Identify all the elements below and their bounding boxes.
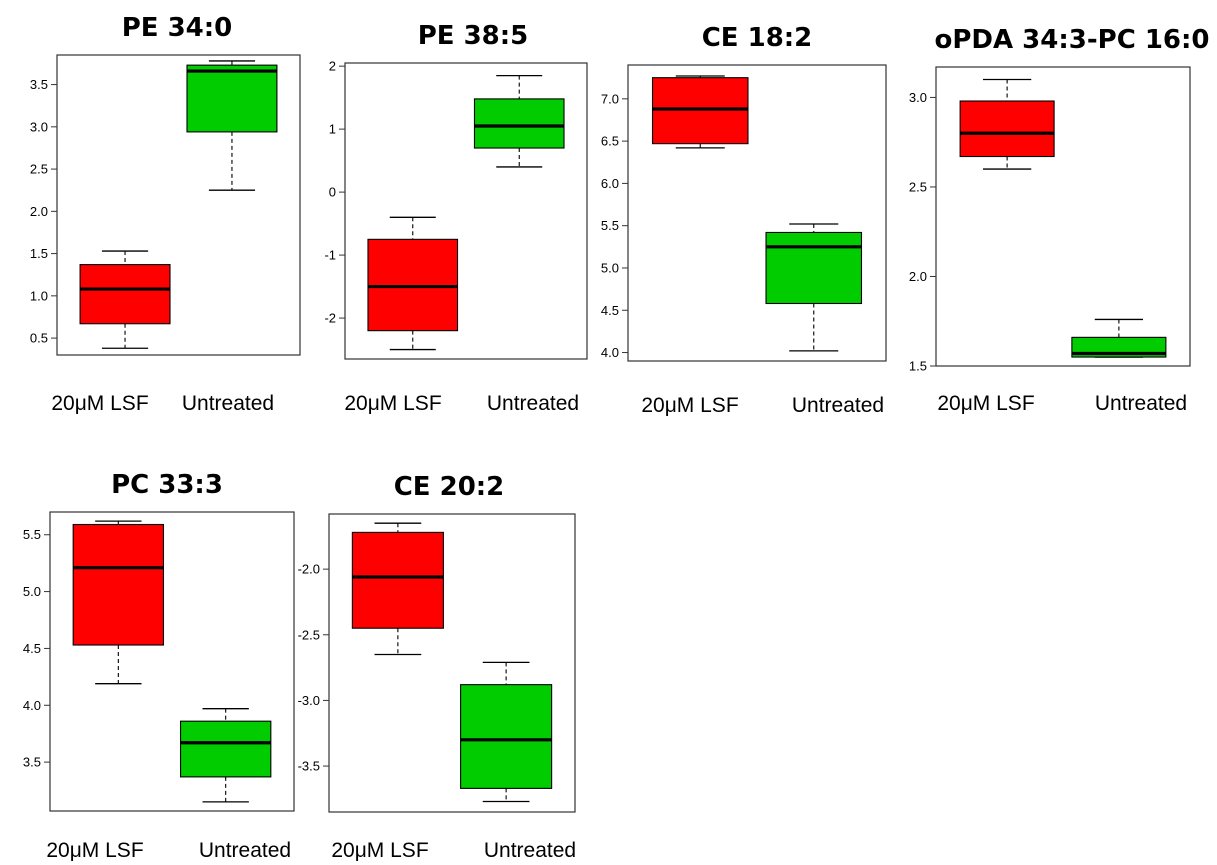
panel-title: PE 38:5 [418, 21, 529, 51]
box-plot-panel: PE 34:0 0.5 1.0 1.5 2.0 2.5 3.0 3.5 20μM LSF Untr… [30, 13, 301, 415]
y-tick-label: 5.0 [601, 260, 619, 275]
category-label: 20μM LSF [937, 392, 1034, 415]
box-plot-group [460, 661, 553, 803]
y-tick-label: 2.5 [30, 162, 48, 177]
iqr-box [351, 531, 444, 629]
y-tick-label: -2 [324, 311, 336, 326]
box-plot-panel: PC 33:3 3.5 4.0 4.5 5.0 5.5 20μM LSF Untreated [23, 470, 295, 862]
box-plot-group [367, 216, 459, 351]
y-tick-label: -2.0 [298, 562, 320, 577]
y-tick-label: 6.0 [601, 176, 619, 191]
y-tick-label: 3.0 [909, 90, 927, 105]
y-tick-label: -2.5 [298, 627, 320, 642]
y-tick-label: 2.0 [30, 204, 48, 219]
y-tick-label: 1 [329, 122, 336, 137]
y-tick-label: 0.5 [30, 331, 48, 346]
box-plot-group [765, 223, 863, 352]
category-label: 20μM LSF [51, 392, 148, 415]
box-plot-group [651, 75, 749, 149]
iqr-box [179, 720, 272, 778]
category-label: Untreated [1095, 392, 1187, 415]
y-tick-label: 1.5 [30, 246, 48, 261]
box-plot-group [79, 250, 171, 349]
iqr-box [473, 98, 565, 149]
box-plot-panel: CE 18:2 4.0 4.5 5.0 5.5 6.0 6.5 7.0 20μM LSF Untr… [601, 23, 887, 417]
box-plot-group [179, 708, 272, 803]
box-plot-group [186, 60, 278, 191]
y-tick-label: 5.0 [23, 584, 41, 599]
y-tick-label: 2.5 [909, 179, 927, 194]
box-plot-group [351, 522, 444, 656]
y-tick-label: 3.0 [30, 119, 48, 134]
category-label: 20μM LSF [344, 392, 441, 415]
y-tick-label: 4.0 [601, 345, 619, 360]
y-tick-label: 1.0 [30, 288, 48, 303]
category-label: Untreated [182, 392, 274, 415]
box-plot-group [959, 78, 1055, 170]
iqr-box [186, 64, 278, 133]
panel-title: CE 18:2 [702, 23, 813, 53]
category-label: 20μM LSF [46, 839, 143, 862]
category-label: Untreated [199, 839, 291, 862]
iqr-box [959, 100, 1055, 158]
y-tick-label: -1 [324, 248, 336, 263]
iqr-box [765, 231, 863, 305]
y-tick-label: -3.0 [298, 693, 320, 708]
y-tick-label: 3.5 [23, 755, 41, 770]
iqr-box [651, 77, 749, 145]
y-tick-label: 4.0 [23, 698, 41, 713]
box-plot-group [1071, 318, 1167, 358]
panel-title: oPDA 34:3-PC 16:0 [935, 25, 1210, 55]
y-tick-label: 4.5 [601, 303, 619, 318]
y-tick-label: 7.0 [601, 91, 619, 106]
category-label: Untreated [792, 394, 884, 417]
box-plot-panel: CE 20:2 -3.5 -3.0 -2.5 -2.0 20μM LSF Untreated [298, 472, 577, 862]
y-tick-label: 6.5 [601, 134, 619, 149]
panel-title: CE 20:2 [394, 472, 505, 502]
y-tick-label: 5.5 [23, 527, 41, 542]
iqr-box [72, 523, 165, 646]
y-tick-label: 4.5 [23, 641, 41, 656]
category-label: 20μM LSF [641, 394, 738, 417]
box-plot-group [473, 74, 565, 168]
y-tick-label: -3.5 [298, 759, 320, 774]
box-plot-panel: oPDA 34:3-PC 16:0 1.5 2.0 2.5 3.0 20μM LSF Unt… [909, 25, 1210, 415]
y-tick-label: 0 [329, 185, 336, 200]
category-label: Untreated [487, 392, 579, 415]
category-label: Untreated [484, 839, 576, 862]
y-tick-label: 1.5 [909, 359, 927, 374]
panel-title: PC 33:3 [111, 470, 223, 500]
y-tick-label: 3.5 [30, 77, 48, 92]
y-tick-label: 5.5 [601, 218, 619, 233]
y-tick-label: 2 [329, 59, 336, 74]
y-tick-label: 2.0 [909, 269, 927, 284]
box-plot-group [72, 520, 165, 685]
iqr-box [460, 684, 553, 789]
iqr-box [79, 264, 171, 325]
box-plot-panel: PE 38:5 -2 -1 0 1 2 20μM LSF Untreated [324, 21, 588, 415]
panel-title: PE 34:0 [122, 13, 233, 43]
category-label: 20μM LSF [331, 839, 428, 862]
